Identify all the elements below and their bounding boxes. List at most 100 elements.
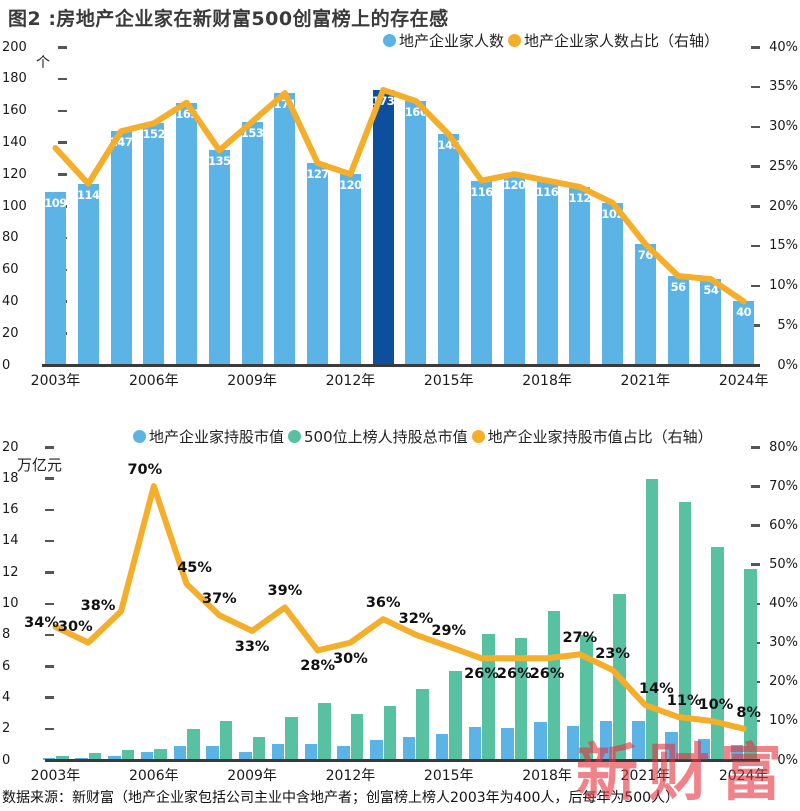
watermark-logo: 新财富 <box>576 736 793 809</box>
line-percent-label: 37% <box>201 591 237 608</box>
y-axis-tick-label: 180 <box>2 71 27 87</box>
y-axis-tick-label: 30% <box>769 119 798 134</box>
y-axis-tick-label: 2 <box>2 721 11 737</box>
orange-dot-icon <box>471 430 485 443</box>
y-axis-tick-label: 20% <box>769 198 798 214</box>
legend-item-people-share: 地产企业家人数占比（右轴） <box>508 30 719 51</box>
bar-value-label: 56 <box>670 279 687 294</box>
bar-value-label: 120 <box>339 178 362 193</box>
bar-people-count <box>45 191 66 365</box>
y-axis-tick-mark <box>45 477 54 480</box>
bar-value-label: 54 <box>703 283 719 298</box>
bar-re-marketcap <box>501 728 514 760</box>
bar-people-count <box>274 93 296 365</box>
bar-total-marketcap <box>121 749 135 760</box>
y-axis-tick-mark <box>45 539 54 543</box>
y-axis-tick-label: 6 <box>2 658 11 674</box>
bar-people-count <box>176 102 198 365</box>
y-axis-tick-label: 5% <box>777 317 798 333</box>
bar-total-marketcap <box>547 611 561 760</box>
y-axis-tick-label: 10 <box>2 596 19 611</box>
line-percent-label: 38% <box>80 598 116 615</box>
line-percent-label: 8% <box>736 704 761 721</box>
line-percent-label: 26% <box>529 666 565 683</box>
bar-total-marketcap <box>514 637 528 760</box>
y-axis-tick-label: 16 <box>2 502 19 518</box>
line-percent-label: 26% <box>496 666 532 683</box>
y-axis-tick-label: 8 <box>2 627 11 643</box>
bar-people-count <box>143 123 165 365</box>
bar-total-marketcap <box>383 705 397 760</box>
y-axis-tick-label: 80 <box>2 230 19 246</box>
y-axis-tick-mark <box>751 125 760 128</box>
x-axis-tick-label: 2006年 <box>128 768 179 784</box>
y-axis-tick-mark <box>58 141 67 144</box>
bar-people-count <box>503 174 525 365</box>
line-percent-label: 23% <box>595 646 630 662</box>
line-percent-label: 10% <box>698 696 734 713</box>
y-axis-tick-label: 4 <box>2 689 11 705</box>
bar-total-marketcap <box>416 689 429 760</box>
x-axis-line <box>45 759 760 762</box>
x-axis-tick-label: 2015年 <box>423 768 474 784</box>
bar-total-marketcap <box>285 717 298 760</box>
bar-re-marketcap <box>108 756 121 760</box>
y-axis-tick-label: 160 <box>2 103 27 119</box>
bar-total-marketcap <box>744 569 757 760</box>
y-axis-tick-label: 12 <box>2 564 19 580</box>
bar-people-count <box>339 174 361 365</box>
bar-people-count <box>471 180 492 365</box>
bar-people-count <box>208 150 230 365</box>
bar-re-marketcap <box>730 744 744 760</box>
bar-re-marketcap <box>140 752 154 760</box>
line-percent-label: 39% <box>267 583 303 600</box>
y-axis-tick-label: 20% <box>769 674 798 690</box>
x-axis-tick-label: 2018年 <box>522 768 572 784</box>
legend-label: 500位上榜人持股总市值 <box>304 428 468 446</box>
bar-total-marketcap <box>88 753 102 760</box>
x-axis-tick-label: 2021年 <box>620 373 671 389</box>
y-axis-tick-label: 60% <box>769 517 798 533</box>
y-axis-tick-label: 14 <box>2 533 19 549</box>
y-axis-tick-mark <box>45 508 54 512</box>
x-axis-tick-label: 2015年 <box>423 373 474 389</box>
bottom-chart-legend: 地产企业家持股市值 500位上榜人持股总市值 地产企业家持股市值占比（右轴） <box>133 426 717 447</box>
y-axis-tick-label: 30% <box>769 635 798 651</box>
bar-value-label: 112 <box>568 190 592 205</box>
y-axis-tick-label: 40 <box>2 293 19 309</box>
y-axis-tick-label: 20 <box>2 325 19 341</box>
y-axis-tick-label: 100 <box>2 198 27 214</box>
y-axis-tick-mark <box>45 727 54 731</box>
line-percent-label: 14% <box>639 681 674 698</box>
bar-total-marketcap <box>580 635 593 760</box>
y-axis-tick-label: 60 <box>2 262 19 278</box>
x-axis-tick-label: 2006年 <box>128 373 179 389</box>
bar-re-marketcap <box>632 720 645 760</box>
legend-item-marketcap-share: 地产企业家持股市值占比（右轴） <box>471 426 713 447</box>
x-axis-tick-label: 2018年 <box>522 373 572 389</box>
y-axis-tick-mark <box>45 665 54 668</box>
bar-total-marketcap <box>350 713 364 760</box>
bar-re-marketcap <box>173 746 187 760</box>
y-axis-tick-label: 0 <box>2 752 11 768</box>
bar-people-count <box>700 279 722 365</box>
y-axis-tick-mark <box>45 446 54 449</box>
bar-people-count <box>438 134 460 365</box>
bar-value-label: 116 <box>535 184 559 199</box>
y-axis-tick-mark <box>751 46 760 49</box>
bar-total-marketcap <box>219 721 233 760</box>
bar-value-label: 40 <box>736 305 752 320</box>
bar-value-label: 152 <box>142 127 166 142</box>
line-percent-label: 33% <box>234 638 270 655</box>
bar-re-marketcap <box>206 745 219 760</box>
bar-re-marketcap <box>402 737 416 760</box>
legend-label: 地产企业家人数占比（右轴） <box>524 32 720 50</box>
legend-label: 地产企业家持股市值占比（右轴） <box>487 428 713 446</box>
page-title: 图2 :房地产企业家在新财富500创富榜上的存在感 <box>8 8 449 30</box>
y-axis-tick-label: 35% <box>769 79 798 95</box>
bar-total-marketcap <box>252 737 266 760</box>
green-dot-icon <box>288 430 302 443</box>
bar-re-marketcap <box>304 744 318 760</box>
